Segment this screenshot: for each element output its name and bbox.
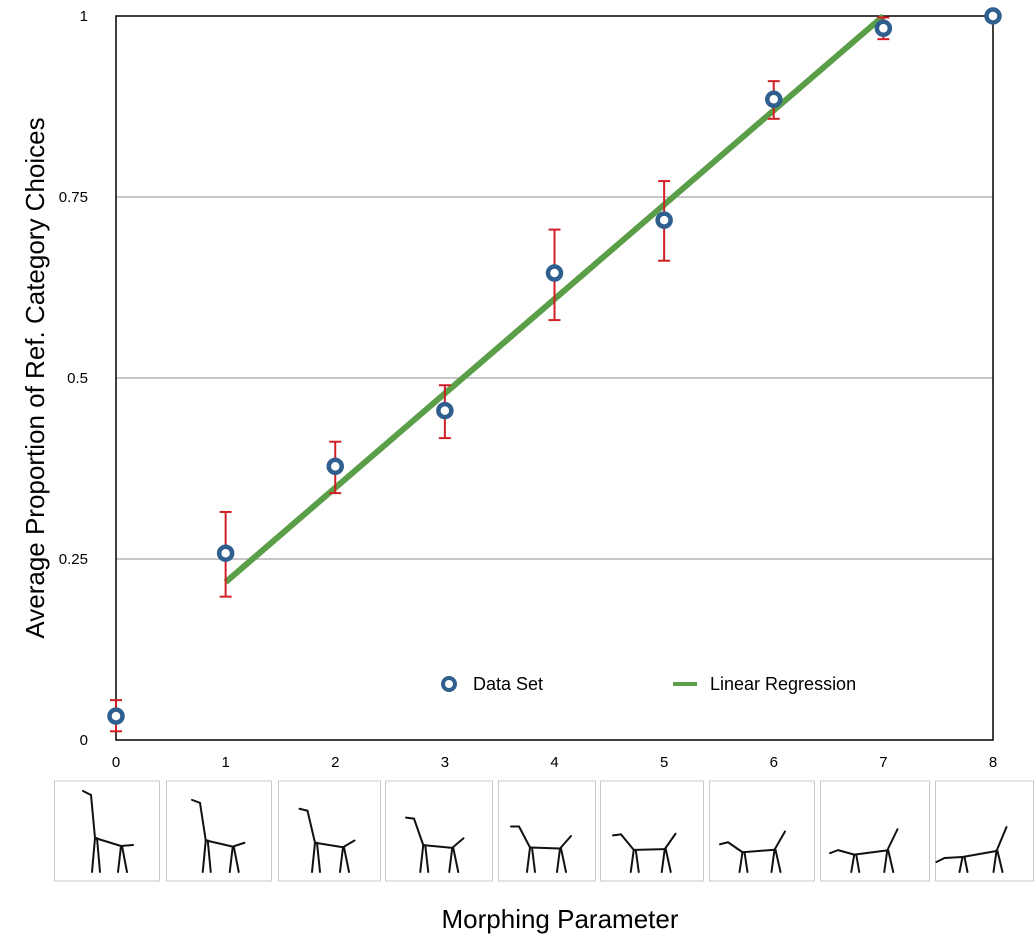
stick-figure-thumbnail [166,780,272,882]
x-tick-label: 7 [879,754,887,771]
y-tick-labels: 0 0.25 0.5 0.75 1 [59,8,88,749]
data-points [107,7,1002,725]
plot-frame [115,15,994,741]
legend-label-linear-regression: Linear Regression [710,674,856,694]
legend: Data Set Linear Regression [441,674,856,694]
x-tick-labels: 0 1 2 3 4 5 6 7 8 [112,754,997,771]
y-tick-label: 0 [80,732,88,749]
x-tick-label: 6 [770,754,778,771]
data-point [326,457,344,476]
data-point [436,401,454,420]
y-tick-label: 0.5 [67,370,88,387]
y-axis-title: Average Proportion of Ref. Category Choi… [20,117,50,638]
stick-figure-thumbnail [709,780,815,882]
gridlines [116,196,993,560]
stick-figure-thumbnail [498,780,596,882]
data-point [107,707,125,725]
x-tick-label: 4 [550,754,558,771]
x-axis-title: Morphing Parameter [442,904,679,934]
stick-figure-thumbnail [278,780,381,882]
y-tick-label: 0.25 [59,551,88,568]
x-tick-label: 3 [441,754,449,771]
stick-figure-thumbnail [54,780,160,882]
stick-figure-thumbnail [600,780,704,882]
x-tick-label: 2 [331,754,339,771]
y-tick-label: 0.75 [59,189,88,206]
stick-figure-thumbnail [820,780,930,882]
error-bars [110,16,890,733]
legend-marker-data-set [441,676,457,692]
data-point [984,7,1002,25]
x-tick-label: 8 [989,754,997,771]
stick-figure-thumbnail [385,780,493,882]
stick-figure-thumbnail [935,780,1034,882]
data-point [216,544,235,562]
y-tick-label: 1 [80,8,88,25]
legend-label-data-set: Data Set [473,674,543,694]
stick-figure-thumbnails [54,780,1034,882]
x-tick-label: 0 [112,754,120,771]
x-tick-label: 1 [221,754,229,771]
data-point [874,19,893,38]
x-tick-label: 5 [660,754,668,771]
data-point [545,264,564,282]
data-point [765,90,783,109]
data-point [655,211,673,229]
